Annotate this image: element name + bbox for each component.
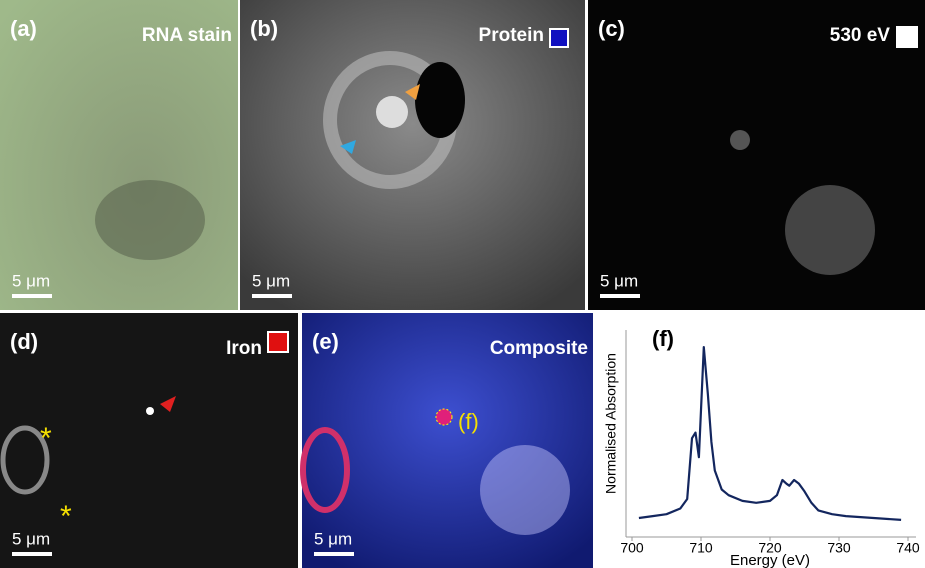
- scale-bar: [314, 552, 354, 556]
- annotation: *: [60, 500, 72, 533]
- scale-bar-label: 5 μm: [600, 271, 638, 290]
- image-a: [0, 0, 238, 310]
- image-feature: [146, 407, 154, 415]
- region-marker: [436, 409, 452, 425]
- panel-label: (b): [250, 16, 278, 41]
- x-tick-label: 710: [689, 540, 713, 556]
- scale-bar: [600, 294, 640, 298]
- chart-title: (f): [652, 326, 674, 351]
- spectrum-line: [639, 347, 901, 520]
- scale-bar-label: 5 μm: [12, 271, 50, 290]
- panel-label: (c): [598, 16, 625, 41]
- scale-bar: [252, 294, 292, 298]
- panel-title: 530 eV: [830, 25, 891, 46]
- panel-label: (e): [312, 329, 339, 354]
- page: {"panels": [ {"label": "(a)", "title": "…: [0, 0, 925, 568]
- scale-bar-label: 5 μm: [314, 529, 352, 548]
- image-b: [240, 0, 585, 310]
- scale-bar: [12, 552, 52, 556]
- panel-title: Protein: [479, 25, 544, 46]
- panel-label: (d): [10, 329, 38, 354]
- image-feature: [95, 180, 205, 260]
- figure: (a) RNA stain 5 μm (b) Protein 5 μm (c) 530 eV 5…: [0, 0, 925, 568]
- scale-bar-label: 5 μm: [252, 271, 290, 290]
- panel-title: RNA stain: [142, 25, 232, 46]
- scale-bar: [12, 294, 52, 298]
- annotation: (f): [458, 409, 479, 434]
- image-feature: [480, 445, 570, 535]
- legend-swatch: [896, 26, 918, 48]
- panel-title: Iron: [226, 338, 262, 359]
- scale-bar-label: 5 μm: [12, 529, 50, 548]
- x-axis-label: Energy (eV): [730, 552, 810, 568]
- image-feature: [730, 130, 750, 150]
- x-tick-label: 740: [896, 540, 920, 556]
- x-tick-label: 730: [827, 540, 851, 556]
- annotation: *: [40, 422, 52, 455]
- image-c: [588, 0, 925, 310]
- image-feature: [785, 185, 875, 275]
- legend-swatch: [268, 332, 288, 352]
- image-feature: [415, 62, 465, 138]
- x-tick-label: 700: [620, 540, 644, 556]
- panel-label: (a): [10, 16, 37, 41]
- y-axis-label: Normalised Absorption: [603, 353, 619, 494]
- image-feature: [376, 96, 408, 128]
- legend-swatch: [550, 29, 568, 47]
- panel-title: Composite: [490, 338, 588, 359]
